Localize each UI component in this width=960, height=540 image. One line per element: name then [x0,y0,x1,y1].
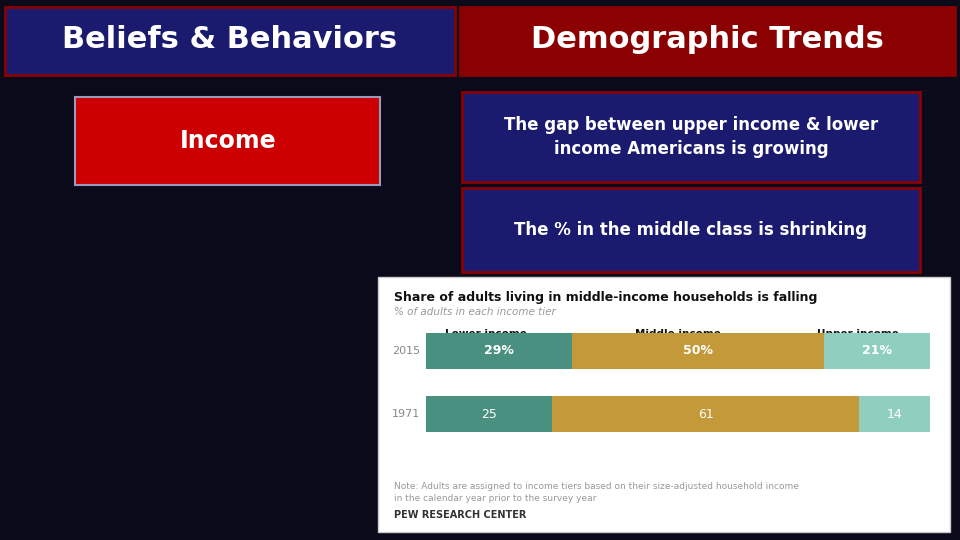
Text: 29%: 29% [484,345,514,357]
Text: 61: 61 [698,408,713,421]
Text: PEW RESEARCH CENTER: PEW RESEARCH CENTER [394,510,526,520]
Text: 2015: 2015 [392,346,420,356]
Text: Income: Income [180,129,276,153]
Text: Upper income: Upper income [817,329,899,339]
Text: 1971: 1971 [392,409,420,419]
Text: Beliefs & Behaviors: Beliefs & Behaviors [62,25,397,55]
FancyBboxPatch shape [426,396,552,432]
Text: Lower income: Lower income [445,329,527,339]
Text: 50%: 50% [684,345,713,357]
FancyBboxPatch shape [462,188,920,272]
Text: 25: 25 [481,408,497,421]
FancyBboxPatch shape [572,333,824,369]
Text: Share of adults living in middle-income households is falling: Share of adults living in middle-income … [394,291,817,304]
FancyBboxPatch shape [859,396,930,432]
Text: 21%: 21% [862,345,892,357]
Text: Note: Adults are assigned to income tiers based on their size-adjusted household: Note: Adults are assigned to income tier… [394,482,799,503]
Text: Middle income: Middle income [636,329,721,339]
FancyBboxPatch shape [462,92,920,182]
Text: % of adults in each income tier: % of adults in each income tier [394,307,556,317]
Text: 14: 14 [887,408,902,421]
FancyBboxPatch shape [426,333,572,369]
FancyBboxPatch shape [824,333,930,369]
Text: Demographic Trends: Demographic Trends [531,25,883,55]
FancyBboxPatch shape [552,396,859,432]
Text: The gap between upper income & lower
income Americans is growing: The gap between upper income & lower inc… [504,116,878,159]
Text: The % in the middle class is shrinking: The % in the middle class is shrinking [515,221,868,239]
FancyBboxPatch shape [378,277,950,532]
FancyBboxPatch shape [5,7,455,75]
FancyBboxPatch shape [460,7,955,75]
FancyBboxPatch shape [75,97,380,185]
